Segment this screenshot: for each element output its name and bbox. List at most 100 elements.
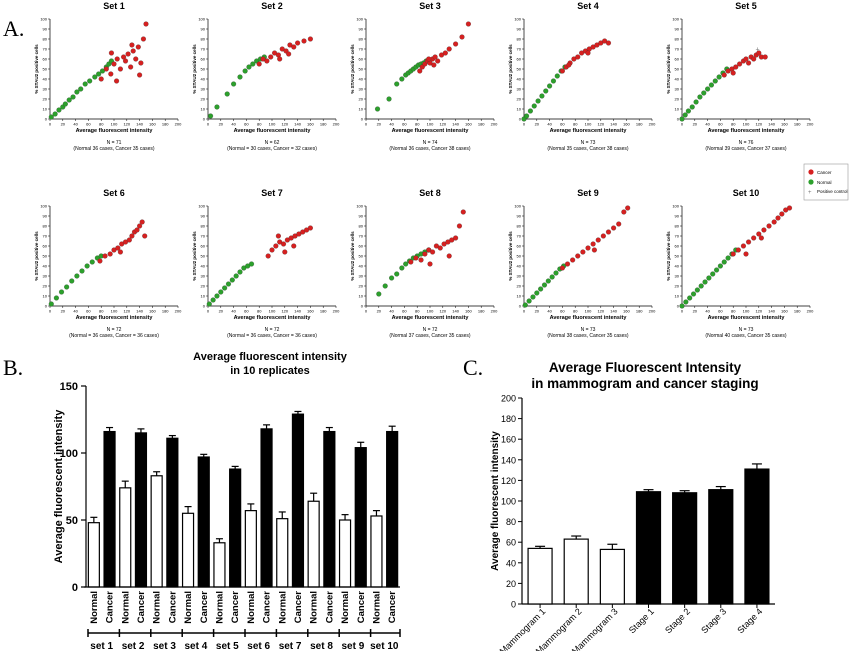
- normal-point: [698, 283, 704, 289]
- y-tick-label: 40: [359, 77, 364, 82]
- x-tick-label: 100: [743, 309, 750, 314]
- normal-point: [84, 263, 90, 269]
- y-tick-label: 60: [43, 244, 48, 249]
- cancer-point: [408, 259, 414, 265]
- x-tick-label: 120: [123, 309, 130, 314]
- x-tick-label: 120: [597, 309, 604, 314]
- sample-count: N = 72: [423, 327, 438, 333]
- cancer-point: [114, 56, 120, 62]
- x-tick-label: 80: [257, 122, 262, 127]
- sample-count: N = 74: [423, 140, 438, 146]
- group-label: set 4: [185, 641, 208, 651]
- cancer-point: [564, 261, 571, 267]
- sample-breakdown: (Normal 35 cases, Cancer 38 cases): [547, 146, 628, 152]
- normal-point: [394, 81, 400, 87]
- cancer-point: [730, 70, 736, 76]
- y-tick-label: 40: [201, 264, 206, 269]
- cancer-point: [139, 219, 145, 225]
- x-tick-label: 20: [61, 309, 66, 314]
- normal-point: [690, 291, 697, 297]
- y-tick-label: 100: [60, 448, 78, 460]
- y-tick-label: 90: [201, 27, 206, 32]
- cancer-point: [413, 255, 419, 261]
- cancer-point: [730, 251, 736, 257]
- normal-point: [702, 279, 708, 285]
- cancer-point: [605, 40, 612, 46]
- y-tick-label: 90: [201, 214, 206, 219]
- scatter-title: Set 7: [261, 188, 283, 198]
- y-tick-label: 50: [43, 67, 48, 72]
- scatter-title: Set 4: [577, 1, 599, 11]
- cancer-point: [600, 233, 606, 239]
- cancer-point: [580, 249, 586, 255]
- y-tick-label: 70: [43, 47, 48, 52]
- cancer-point: [256, 61, 262, 67]
- normal-point: [547, 83, 553, 89]
- x-tick-label: 200: [491, 122, 498, 127]
- mammogram-bar: [527, 547, 553, 605]
- y-tick-label: 80: [43, 37, 48, 42]
- y-tick-label: 30: [675, 87, 680, 92]
- cancer-point: [446, 46, 452, 52]
- normal-point: [386, 96, 392, 102]
- cancer-point: [559, 68, 565, 74]
- y-tick-label: 90: [675, 214, 680, 219]
- x-tick-label: 140: [768, 122, 775, 127]
- y-tick-label: 80: [517, 224, 522, 229]
- cancer-point: [616, 221, 622, 227]
- x-tick-label: 160: [465, 122, 472, 127]
- y-tick-label: 40: [517, 77, 522, 82]
- y-axis-label: % STAU2 positive cells: [666, 44, 671, 94]
- x-tick-label: 100: [269, 309, 276, 314]
- y-tick-label: 50: [201, 67, 206, 72]
- x-category-label: Cancer: [199, 591, 210, 624]
- normal-point: [89, 259, 95, 265]
- normal-point: [224, 91, 230, 97]
- group-label: set 10: [370, 641, 399, 651]
- cancer-point: [108, 50, 114, 56]
- y-axis-label: % STAU2 positive cells: [350, 231, 355, 281]
- x-tick-label: 200: [807, 309, 814, 314]
- x-tick-label: 40: [547, 122, 552, 127]
- cancer-point: [453, 41, 459, 47]
- cancer-point: [108, 71, 114, 77]
- scatter-plot-1: Set 1 0 10 20 30 40 50 60 70 80 90 100 0 20 40 60 80 100 1…: [34, 1, 182, 152]
- cancer-point: [117, 66, 123, 72]
- x-tick-label: 160: [307, 309, 314, 314]
- cancer-point: [751, 235, 757, 241]
- cancer-point: [432, 54, 438, 60]
- y-tick-label: 50: [675, 254, 680, 259]
- cancer-point: [756, 231, 762, 237]
- cancer-point: [137, 72, 143, 78]
- x-tick-label: 100: [111, 309, 118, 314]
- normal-point: [716, 74, 722, 80]
- x-axis-label: Average fluorescent intensity: [550, 315, 628, 321]
- normal-point: [48, 301, 54, 307]
- y-tick-label: 0: [203, 304, 206, 309]
- x-tick-label: 100: [427, 309, 434, 314]
- y-tick-label: 10: [675, 294, 680, 299]
- y-tick-label: 20: [517, 97, 522, 102]
- sample-count: N = 71: [107, 140, 122, 146]
- normal-point: [237, 74, 243, 80]
- y-tick-label: 20: [359, 284, 364, 289]
- y-axis-label: % STAU2 positive cells: [192, 44, 197, 94]
- normal-point: [399, 76, 405, 82]
- sample-count: N = 72: [265, 327, 280, 333]
- x-tick-label: 160: [623, 122, 630, 127]
- normal-point: [689, 104, 695, 110]
- normal-point: [705, 86, 711, 92]
- cancer-point: [775, 215, 781, 221]
- x-tick-label: 160: [623, 309, 630, 314]
- cancer-point: [280, 241, 287, 247]
- x-tick-label: 120: [597, 122, 604, 127]
- normal-point: [218, 289, 224, 295]
- x-tick-label: 40: [705, 309, 710, 314]
- x-tick-label: 0: [49, 122, 52, 127]
- x-tick-label: 100: [427, 122, 434, 127]
- x-tick-label: 20: [377, 122, 382, 127]
- x-category-label: Normal: [246, 591, 257, 624]
- x-axis-label: Average fluorescent intensity: [708, 315, 786, 321]
- normal-point: [535, 98, 541, 104]
